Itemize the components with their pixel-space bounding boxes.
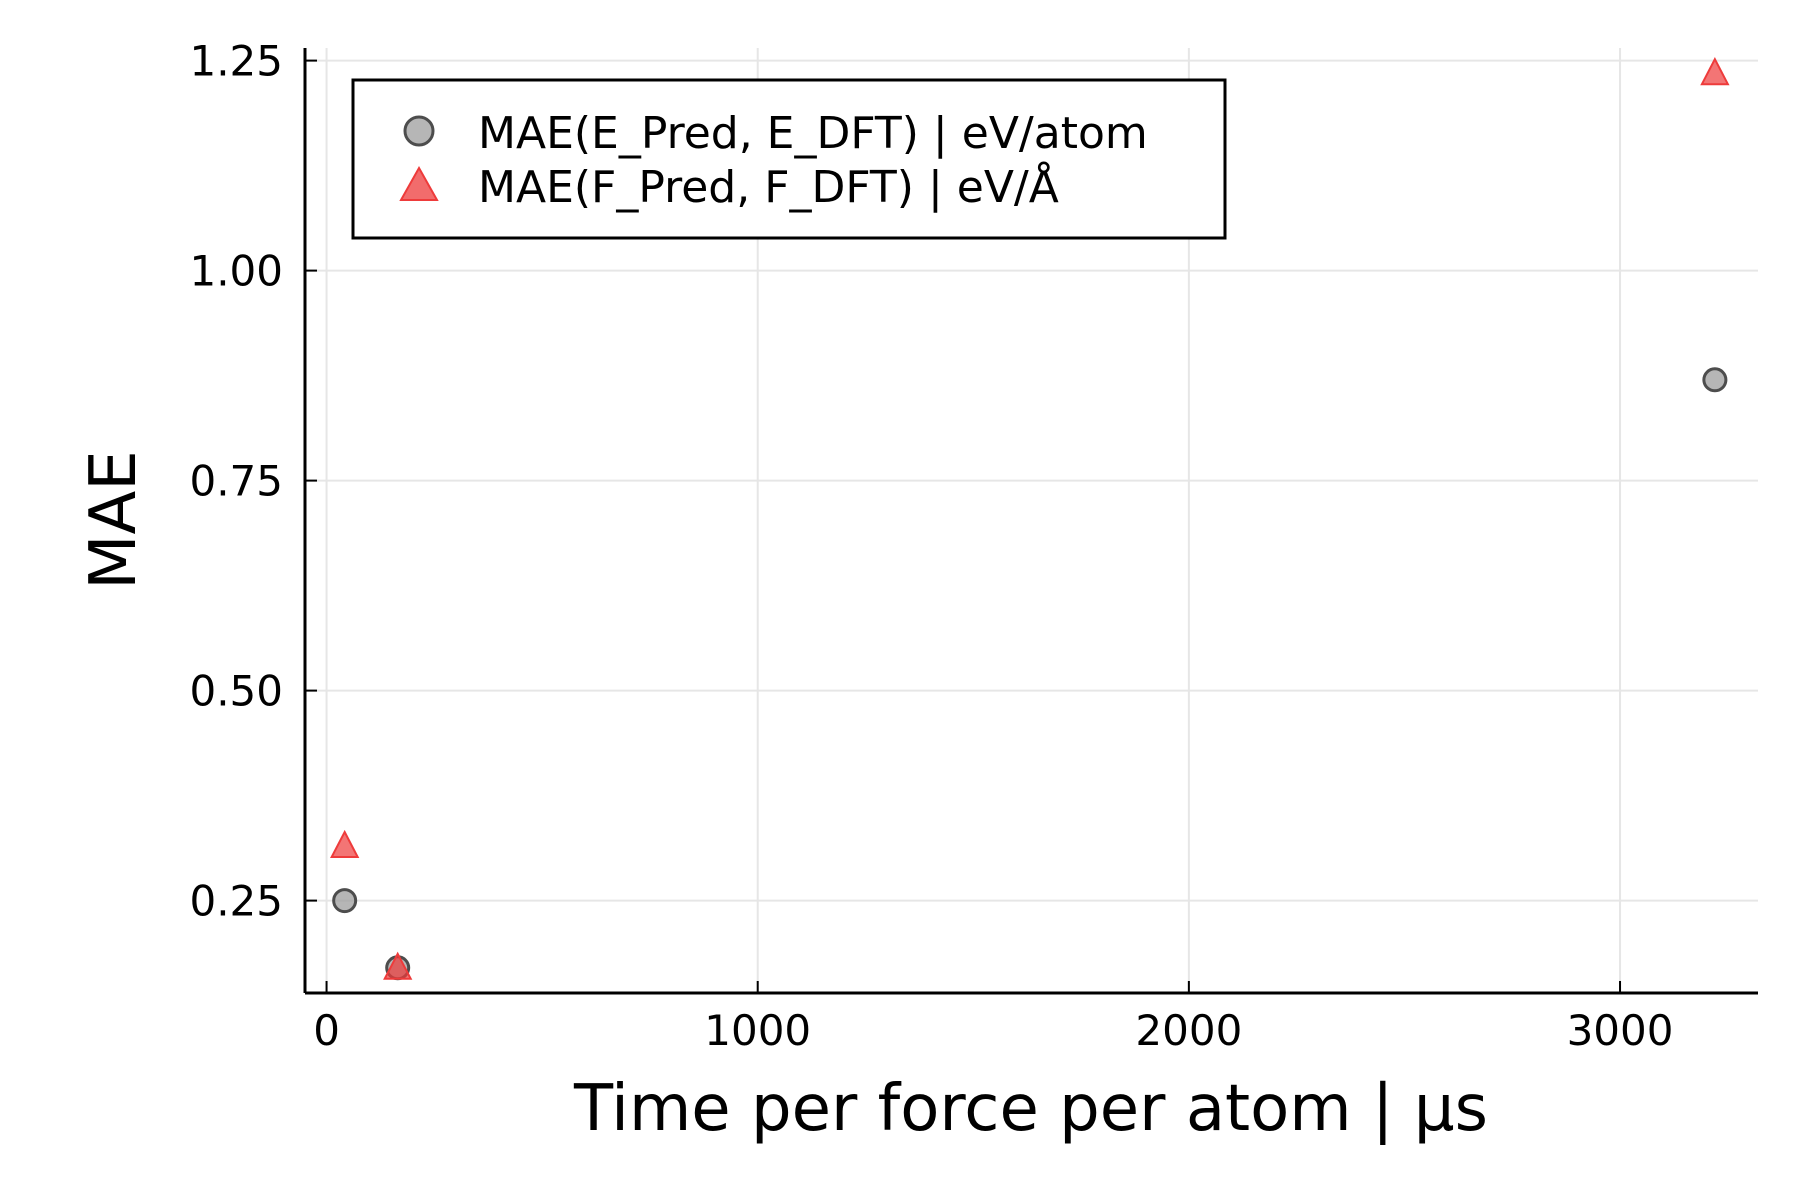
force-data-point xyxy=(383,951,413,980)
legend-label-force: MAE(F_Pred, F_DFT) | eV/Å xyxy=(478,160,1059,213)
x-axis-title: Time per force per atom | μs xyxy=(573,1072,1488,1146)
force-data-point xyxy=(1700,57,1730,86)
y-tick-label: 0.25 xyxy=(189,877,283,926)
ticks: 0 1000 2000 3000 0.25 0.50 0.75 1.00 1.25 xyxy=(189,37,1673,1055)
y-tick-label: 1.00 xyxy=(189,247,283,296)
x-tick-label: 3000 xyxy=(1567,1006,1674,1055)
legend: MAE(E_Pred, E_DFT) | eV/atom MAE(F_Pred,… xyxy=(351,78,1227,240)
force-data-point xyxy=(330,829,360,858)
x-tick-label: 0 xyxy=(313,1006,340,1055)
legend-label-energy: MAE(E_Pred, E_DFT) | eV/atom xyxy=(478,108,1148,159)
data-points xyxy=(330,57,1730,981)
energy-data-point xyxy=(332,888,358,914)
x-tick-label: 1000 xyxy=(704,1006,811,1055)
energy-data-point xyxy=(1702,367,1728,393)
y-tick-label: 1.25 xyxy=(189,37,283,86)
legend-marker-force xyxy=(399,165,439,201)
axes xyxy=(303,48,1758,995)
y-tick-label: 0.50 xyxy=(189,667,283,716)
y-axis-title: MAE xyxy=(77,450,151,589)
legend-marker-energy xyxy=(403,115,435,147)
y-tick-label: 0.75 xyxy=(189,457,283,506)
legend-box xyxy=(351,78,1227,240)
x-tick-label: 2000 xyxy=(1135,1006,1242,1055)
